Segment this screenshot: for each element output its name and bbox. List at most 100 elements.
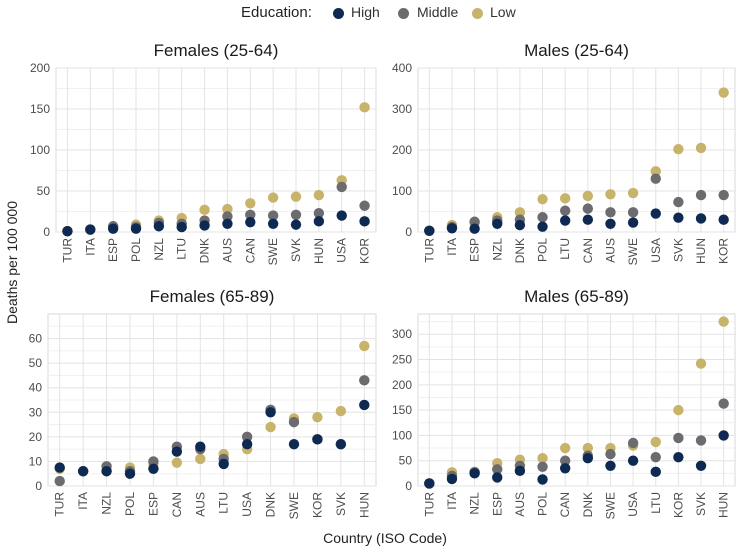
point-low-aus xyxy=(195,453,206,465)
point-high-ita xyxy=(77,466,89,477)
point-low-svk xyxy=(335,405,347,417)
point-high-tur xyxy=(424,478,435,489)
x-tick-label: AUS xyxy=(193,492,207,517)
point-middle-kor xyxy=(359,200,370,211)
point-high-swe xyxy=(627,217,639,228)
x-tick-label: DNK xyxy=(581,492,595,517)
point-high-aus xyxy=(605,218,616,229)
x-tick-label: AUS xyxy=(513,492,527,517)
x-tick-label: POL xyxy=(129,238,143,262)
y-tick-label: 400 xyxy=(392,61,412,75)
point-low-pol xyxy=(537,194,548,205)
x-tick-label: CAN xyxy=(243,238,257,263)
point-middle-esp xyxy=(492,464,503,475)
point-high-nzl xyxy=(101,466,112,477)
point-middle-ltu xyxy=(559,205,571,216)
x-tick-label: SVK xyxy=(334,492,348,516)
x-tick-label: USA xyxy=(626,492,640,517)
y-tick-label: 300 xyxy=(392,102,412,116)
y-tick-label: 200 xyxy=(30,61,50,75)
point-middle-hun xyxy=(718,398,729,409)
legend-middle-label: Middle xyxy=(417,4,459,20)
point-low-kor xyxy=(312,412,323,423)
point-high-nzl xyxy=(469,468,480,479)
point-high-svk xyxy=(673,212,684,223)
x-tick-label: SWE xyxy=(266,238,280,265)
x-tick-label: LTU xyxy=(649,492,663,514)
x-axis-title: Country (ISO Code) xyxy=(323,530,447,546)
point-low-ltu xyxy=(650,436,661,448)
point-high-hun xyxy=(718,430,729,441)
point-middle-aus xyxy=(605,207,616,218)
point-high-aus xyxy=(195,441,206,452)
point-high-swe xyxy=(288,439,300,450)
y-tick-label: 10 xyxy=(29,454,43,468)
point-high-dnk xyxy=(514,219,526,231)
point-middle-usa xyxy=(627,437,639,449)
x-tick-label: HUN xyxy=(312,238,326,264)
y-tick-label: 60 xyxy=(29,332,43,346)
point-low-can xyxy=(582,190,594,202)
point-high-esp xyxy=(107,223,119,234)
point-low-aus xyxy=(222,203,233,215)
legend: Education: High Middle Low xyxy=(0,0,739,26)
point-middle-tur xyxy=(54,475,65,487)
point-high-dnk xyxy=(582,452,594,464)
x-tick-label: USA xyxy=(335,238,349,263)
point-high-usa xyxy=(241,439,253,450)
x-tick-label: NZL xyxy=(152,238,166,261)
point-low-dnk xyxy=(199,204,210,216)
x-tick-label: HUN xyxy=(357,492,371,518)
x-tick-label: ESP xyxy=(146,492,160,516)
x-tick-label: ESP xyxy=(468,238,482,262)
point-low-can xyxy=(559,442,571,454)
x-tick-label: ITA xyxy=(445,238,459,256)
x-tick-label: TUR xyxy=(422,238,436,263)
y-tick-label: 0 xyxy=(405,225,412,239)
point-low-svk xyxy=(290,191,302,202)
x-tick-label: POL xyxy=(536,238,550,262)
y-tick-label: 30 xyxy=(29,405,43,419)
point-high-ita xyxy=(446,473,458,485)
x-tick-label: ITA xyxy=(83,238,97,256)
point-low-dnk xyxy=(582,442,594,454)
x-tick-label: DNK xyxy=(198,238,212,263)
y-tick-label: 0 xyxy=(405,479,412,493)
point-low-dnk xyxy=(265,421,276,433)
point-low-dnk xyxy=(514,207,526,218)
point-low-kor xyxy=(359,102,370,113)
y-tick-label: 150 xyxy=(392,403,412,417)
point-middle-can xyxy=(559,455,571,466)
panel-title: Males (65-89) xyxy=(524,287,629,306)
point-high-ita xyxy=(85,224,96,235)
point-high-dnk xyxy=(265,407,276,418)
x-tick-label: TUR xyxy=(422,492,436,517)
x-tick-label: USA xyxy=(649,238,663,263)
legend-low-label: Low xyxy=(490,4,516,20)
point-high-dnk xyxy=(199,220,210,231)
point-high-esp xyxy=(469,223,480,234)
point-low-svk xyxy=(673,143,684,155)
point-middle-kor xyxy=(718,189,729,201)
x-tick-label: USA xyxy=(240,492,254,517)
point-middle-hun xyxy=(313,207,325,219)
x-tick-label: NZL xyxy=(100,492,114,515)
point-middle-usa xyxy=(241,431,253,443)
point-high-kor xyxy=(359,216,370,227)
point-low-usa xyxy=(650,166,661,177)
point-high-ltu xyxy=(559,215,571,226)
x-tick-label: KOR xyxy=(310,492,324,518)
legend-title: Education: xyxy=(241,4,312,21)
point-middle-hun xyxy=(359,375,370,386)
point-high-can xyxy=(245,216,256,228)
point-low-ltu xyxy=(559,193,571,204)
point-high-tur xyxy=(424,225,435,236)
legend-high-label: High xyxy=(351,4,380,20)
x-tick-label: POL xyxy=(536,492,550,516)
point-high-nzl xyxy=(153,221,165,232)
point-middle-swe xyxy=(288,416,300,428)
x-tick-label: ITA xyxy=(445,492,459,510)
point-low-pol xyxy=(537,452,548,464)
point-middle-pol xyxy=(537,461,548,472)
x-tick-label: HUN xyxy=(717,492,731,518)
